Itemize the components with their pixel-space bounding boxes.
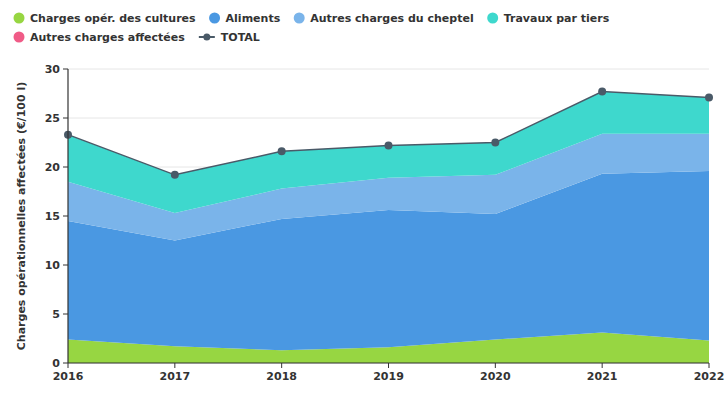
- y-tick-label: 25: [45, 112, 60, 125]
- legend-label: TOTAL: [221, 31, 260, 44]
- legend-item: Charges opér. des cultures: [14, 12, 197, 25]
- y-tick-label: 20: [45, 161, 61, 174]
- x-tick: [495, 363, 496, 368]
- legend: Charges opér. des cultures Aliments Autres…: [14, 12, 610, 44]
- legend-label: Aliments: [226, 12, 281, 25]
- total-marker: [278, 147, 286, 155]
- legend-symbol: [209, 13, 220, 24]
- x-tick-label: 2018: [266, 370, 297, 383]
- y-tick: [63, 118, 68, 119]
- y-tick: [63, 265, 68, 266]
- x-axis: [68, 362, 709, 363]
- legend-item: Autres charges du cheptel: [294, 12, 474, 25]
- y-axis-label: Charges opérationnelles affectées (€/100…: [15, 82, 28, 350]
- chart: 0 5 10 15 20 25 30 2016 2017 2018 2019 2020 2021 2022…: [0, 0, 725, 400]
- total-marker: [598, 88, 606, 96]
- x-tick-label: 2019: [373, 370, 404, 383]
- x-tick: [388, 363, 389, 368]
- y-tick: [63, 69, 68, 70]
- area: [68, 92, 709, 214]
- y-tick-label: 10: [45, 259, 61, 272]
- grid-line: [68, 69, 709, 70]
- x-tick-label: 2021: [587, 370, 618, 383]
- legend-label: Travaux par tiers: [504, 12, 610, 25]
- y-axis: [67, 69, 68, 363]
- legend-symbol: [14, 13, 25, 24]
- total-marker: [171, 171, 179, 179]
- legend-symbol: [14, 32, 25, 43]
- total-marker: [385, 141, 393, 149]
- y-tick-label: 15: [45, 210, 60, 223]
- y-tick: [63, 167, 68, 168]
- legend-item: Travaux par tiers: [487, 12, 609, 25]
- x-tick-label: 2016: [53, 370, 84, 383]
- x-tick: [602, 363, 603, 368]
- legend-symbol: [294, 13, 305, 24]
- total-marker: [491, 139, 499, 147]
- x-tick-label: 2022: [694, 370, 725, 383]
- y-tick: [63, 314, 68, 315]
- x-tick-label: 2017: [160, 370, 191, 383]
- legend-symbol: [487, 13, 498, 24]
- legend-label: Charges opér. des cultures: [30, 12, 196, 25]
- legend-item: Autres charges affectées: [14, 31, 186, 44]
- legend-label: Autres charges du cheptel: [310, 12, 474, 25]
- total-line: [68, 92, 709, 175]
- x-tick: [709, 363, 710, 368]
- y-tick: [63, 216, 68, 217]
- x-tick: [68, 363, 69, 368]
- x-tick-label: 2020: [480, 370, 511, 383]
- legend-item: TOTAL: [199, 31, 260, 44]
- plot-area: [64, 88, 713, 363]
- legend-item: Aliments: [209, 12, 281, 25]
- grid-line: [68, 363, 709, 364]
- legend-label: Autres charges affectées: [30, 31, 185, 44]
- legend-symbol: [203, 34, 210, 41]
- total-marker: [705, 93, 713, 101]
- y-tick: [63, 363, 68, 364]
- y-tick-label: 30: [45, 63, 61, 76]
- y-tick-label: 5: [52, 308, 60, 321]
- area: [68, 92, 709, 175]
- x-tick: [174, 363, 175, 368]
- x-tick: [281, 363, 282, 368]
- y-tick-label: 0: [52, 357, 60, 370]
